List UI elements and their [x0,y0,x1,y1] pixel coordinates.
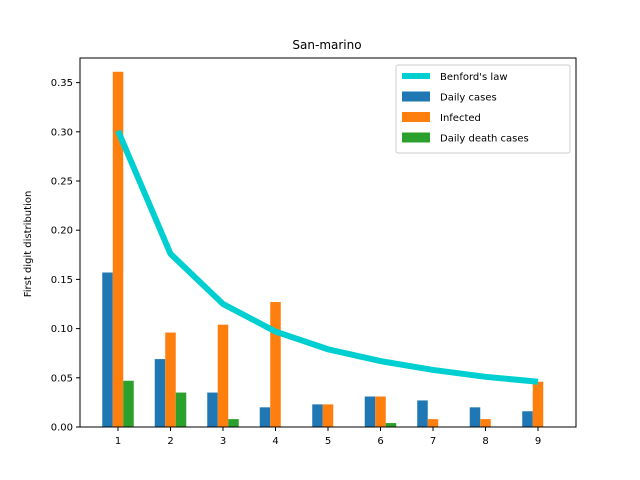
benfords-law-line [115,129,539,385]
y-tick-label-0.00: 0.00 [51,423,73,434]
y-tick-label-0.30: 0.30 [51,127,73,138]
bar-daily-cases-6 [364,396,376,427]
bar-infected-3 [217,324,229,427]
legend: Benford's law Daily cases Infected Daily de… [395,64,571,154]
x-tick-label-4: 4 [272,436,278,447]
legend-label-infected: Infected [440,113,481,124]
bar-infected-8 [480,419,491,427]
x-tick-label-9: 9 [535,436,541,447]
bar-daily-cases-1 [102,272,113,427]
legend-swatch-infected [402,112,430,122]
bar-daily-cases-5 [312,404,323,427]
bar-infected-6 [375,396,386,427]
legend-swatch-daily-cases [402,91,430,102]
x-tick-label-5: 5 [325,436,331,447]
x-tick-label-7: 7 [430,436,436,447]
bar-daily-death-cases-2 [175,392,187,427]
x-tick-label-6: 6 [377,436,383,447]
bar-daily-death-cases-1 [123,380,134,427]
legend-label-daily-death-cases: Daily death cases [440,134,529,145]
bar-daily-death-cases-3 [228,419,239,427]
x-tick-label-2: 2 [167,436,173,447]
bar-daily-cases-3 [207,392,218,427]
y-tick-label-0.15: 0.15 [51,275,73,286]
y-tick-label-0.35: 0.35 [51,78,73,89]
bar-infected-9 [532,381,544,427]
x-tick-label-8: 8 [482,436,488,447]
x-tick-label-3: 3 [220,436,226,447]
chart-title: San-marino [292,38,361,52]
bar-infected-7 [427,419,439,427]
bar-infected-2 [165,332,176,427]
y-tick-label-0.20: 0.20 [51,226,73,237]
y-tick-label-0.05: 0.05 [51,373,73,384]
bar-infected-4 [270,302,281,427]
bar-daily-death-cases-6 [385,423,397,427]
y-tick-label-0.25: 0.25 [51,177,73,188]
legend-label-daily-cases: Daily cases [440,93,497,104]
bar-daily-cases-8 [469,407,481,427]
bar-infected-1 [112,71,124,427]
bar-daily-cases-9 [522,411,533,427]
bar-daily-cases-7 [417,400,428,427]
bar-daily-cases-4 [259,407,271,427]
bar-infected-5 [322,404,334,427]
x-tick-label-1: 1 [115,436,121,447]
y-tick-label-0.10: 0.10 [51,324,73,335]
legend-label-benford-s-law: Benford's law [440,72,508,83]
y-axis-label: First digit distribution [23,191,34,298]
legend-box [395,64,571,154]
legend-swatch-daily-death-cases [402,132,430,143]
bar-daily-cases-2 [154,359,166,427]
